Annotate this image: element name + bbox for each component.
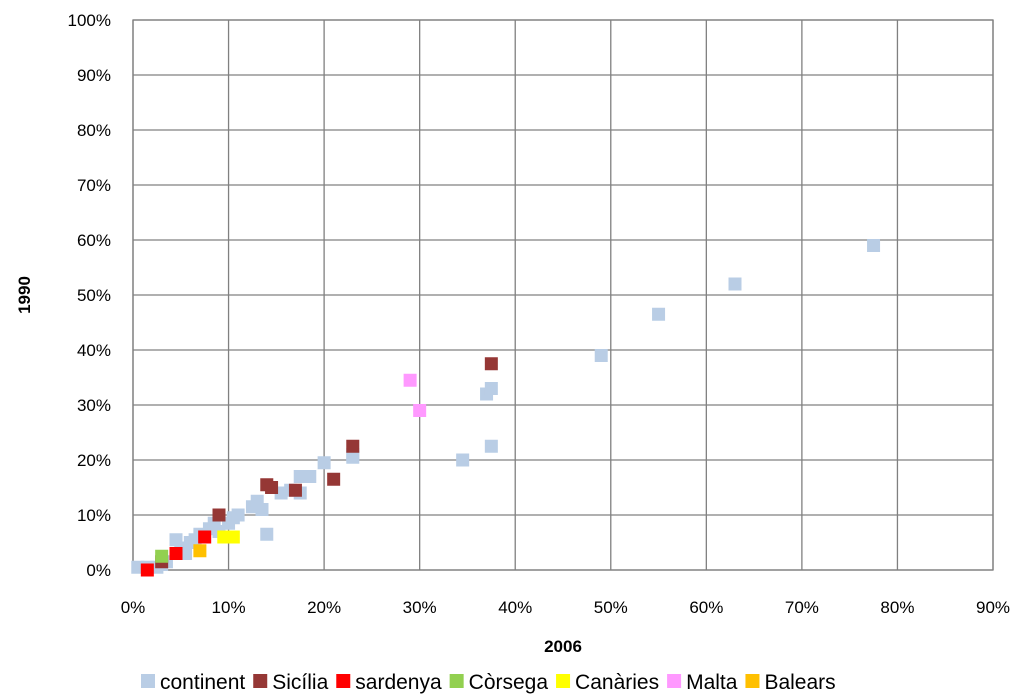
data-point-0-32 [484,382,498,395]
x-tick-label: 80% [880,598,914,617]
legend-label: sardenya [355,671,442,694]
y-tick-label: 30% [77,396,111,415]
data-point-1-3 [265,481,279,494]
y-tick-label: 60% [77,231,111,250]
x-tick-label: 0% [121,598,146,617]
data-point-2-0 [140,563,154,577]
y-tick-label: 10% [77,506,111,525]
data-point-1-6 [346,439,360,453]
legend-marker [449,674,464,688]
data-point-0-17 [231,508,245,522]
y-tick-label: 80% [77,121,111,140]
legend-marker [253,674,268,688]
x-tick-label: 50% [594,598,628,617]
legend-label: Canàries [575,671,659,694]
legend-marker [336,674,351,688]
x-tick-label: 40% [498,598,532,617]
data-point-4-1 [226,530,240,544]
data-point-3-0 [155,549,169,563]
legend-label: Còrsega [469,671,549,694]
x-tick-label: 20% [307,598,341,617]
legend-label: Malta [686,671,738,694]
data-point-2-2 [198,530,212,544]
data-point-1-7 [484,357,498,371]
y-tick-label: 50% [77,286,111,305]
x-axis-title: 2006 [544,637,582,656]
x-tick-label: 10% [212,598,246,617]
y-axis-ticks: 0% 10% 20% 30% 40% 50% 60% 70% 80% 90% 100% [68,11,111,580]
legend: continent Sicília sardenya Còrsega Canàries M… [141,671,836,694]
legend-marker [141,674,155,688]
data-point-2-1 [169,547,183,560]
x-tick-label: 90% [976,598,1010,617]
y-tick-label: 70% [77,176,111,195]
plot-area [132,19,994,571]
x-tick-label: 60% [689,598,723,617]
data-point-1-1 [212,508,226,522]
legend-marker [667,674,682,688]
y-tick-label: 20% [77,451,111,470]
data-points [131,239,881,577]
data-point-0-35 [652,307,666,321]
y-tick-label: 90% [77,66,111,85]
data-point-5-1 [413,404,427,417]
data-point-5-0 [403,373,417,387]
legend-marker [556,674,571,688]
y-tick-label: 40% [77,341,111,360]
legend-label: Sicília [272,671,328,694]
data-point-0-26 [303,470,317,483]
data-point-0-37 [867,239,881,252]
x-axis-ticks: 0% 10% 20% 30% 40% 50% 60% 70% 80% 90% [121,598,1010,617]
data-point-0-20 [255,503,269,516]
data-point-0-27 [317,456,331,470]
x-tick-label: 70% [785,598,819,617]
data-point-1-5 [327,472,341,486]
legend-label: Balears [764,671,835,694]
y-tick-label: 0% [86,561,111,580]
y-tick-label: 100% [68,11,111,30]
data-point-6-0 [193,544,207,558]
legend-marker [745,674,760,688]
data-point-0-36 [728,277,742,291]
legend-label: continent [160,671,245,694]
data-point-0-21 [260,527,274,541]
y-axis-title: 1990 [15,276,34,314]
data-point-0-30 [456,453,470,467]
data-point-1-4 [288,483,302,497]
data-point-0-34 [594,349,608,362]
data-point-0-33 [484,439,498,453]
x-tick-label: 30% [403,598,437,617]
